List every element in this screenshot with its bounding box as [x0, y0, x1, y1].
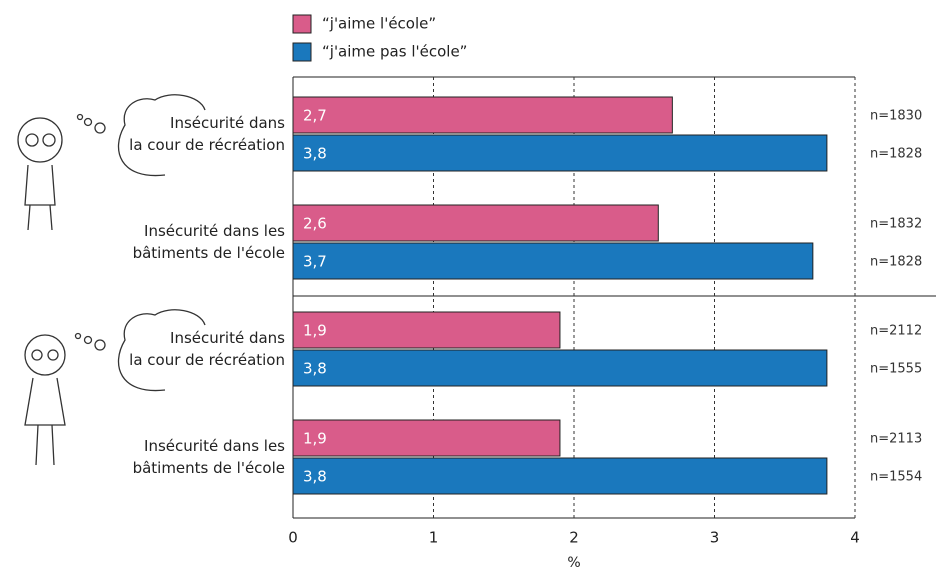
legend-label: “j'aime l'école” — [322, 15, 436, 33]
n-label: n=1555 — [870, 362, 922, 377]
x-tick-label: 2 — [569, 529, 579, 547]
value-label: 3,8 — [303, 145, 327, 163]
x-axis-label: % — [567, 555, 580, 571]
bar — [293, 135, 827, 171]
bar — [293, 420, 560, 456]
legend-label: “j'aime pas l'école” — [322, 43, 467, 61]
n-label: n=1828 — [870, 255, 922, 270]
bar — [293, 312, 560, 348]
bar — [293, 458, 827, 494]
legend-swatch — [293, 43, 311, 61]
bar — [293, 243, 813, 279]
category-label: Insécurité dans les bâtiments de l'école — [85, 220, 285, 264]
bar — [293, 97, 672, 133]
legend-swatch — [293, 15, 311, 33]
bar — [293, 205, 658, 241]
category-label: Insécurité dans la cour de récréation — [85, 112, 285, 156]
bar — [293, 350, 827, 386]
value-label: 2,6 — [303, 215, 327, 233]
chart: 0 1 2 3 4% “j'aime l'école” “j'aime pas l'écol… — [0, 0, 936, 572]
page: 0 1 2 3 4% “j'aime l'école” “j'aime pas l'écol… — [0, 0, 936, 572]
value-label: 3,7 — [303, 253, 327, 271]
x-tick-label: 0 — [288, 529, 298, 547]
value-label: 3,8 — [303, 468, 327, 486]
value-label: 1,9 — [303, 322, 327, 340]
category-label: Insécurité dans les bâtiments de l'école — [85, 435, 285, 479]
x-tick-label: 3 — [710, 529, 720, 547]
n-label: n=1828 — [870, 147, 922, 162]
category-label: Insécurité dans la cour de récréation — [85, 327, 285, 371]
n-label: n=2112 — [870, 324, 922, 339]
n-label: n=1554 — [870, 470, 922, 485]
value-label: 2,7 — [303, 107, 327, 125]
value-label: 3,8 — [303, 360, 327, 378]
n-label: n=1830 — [870, 109, 922, 124]
x-tick-label: 4 — [850, 529, 860, 547]
x-tick-label: 1 — [429, 529, 439, 547]
n-label: n=2113 — [870, 432, 922, 447]
value-label: 1,9 — [303, 430, 327, 448]
n-label: n=1832 — [870, 217, 922, 232]
